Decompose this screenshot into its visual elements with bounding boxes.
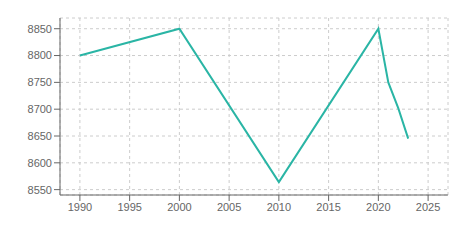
svg-text:8800: 8800 [28, 49, 52, 61]
svg-text:1995: 1995 [117, 201, 141, 213]
svg-text:2005: 2005 [217, 201, 241, 213]
svg-text:8700: 8700 [28, 103, 52, 115]
svg-text:8850: 8850 [28, 23, 52, 35]
svg-text:1990: 1990 [68, 201, 92, 213]
svg-text:2020: 2020 [366, 201, 390, 213]
svg-text:8600: 8600 [28, 157, 52, 169]
svg-text:8550: 8550 [28, 184, 52, 196]
svg-text:8650: 8650 [28, 130, 52, 142]
svg-text:8750: 8750 [28, 76, 52, 88]
svg-text:2015: 2015 [316, 201, 340, 213]
svg-text:2010: 2010 [267, 201, 291, 213]
svg-text:2025: 2025 [416, 201, 440, 213]
svg-text:2000: 2000 [167, 201, 191, 213]
